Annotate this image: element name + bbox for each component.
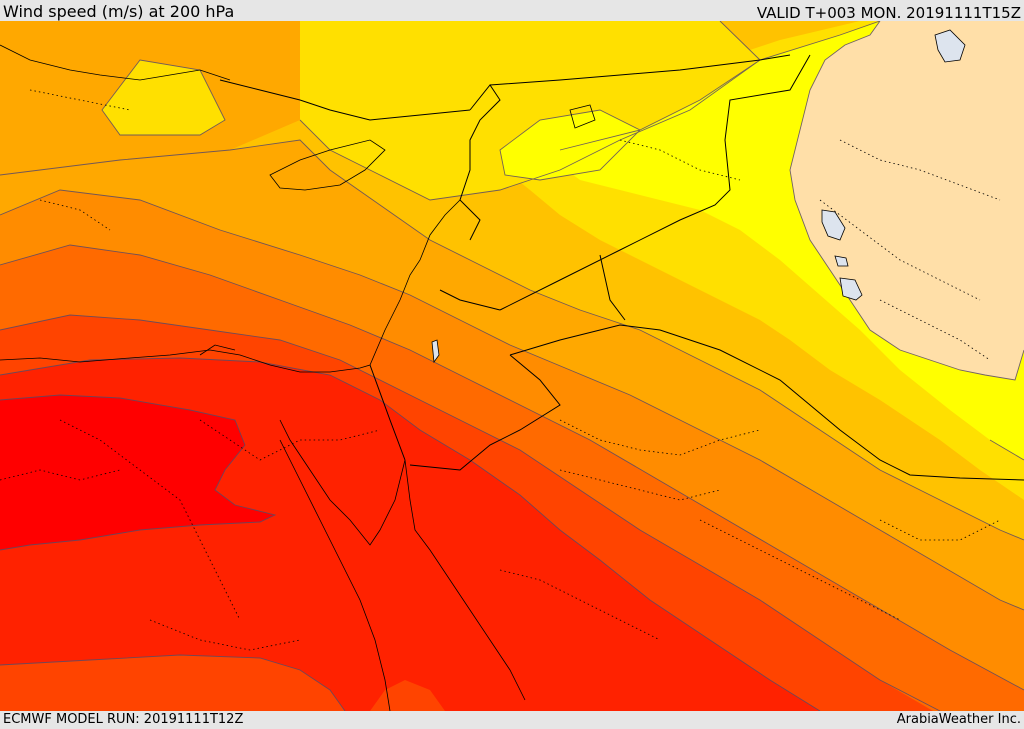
valid-time: VALID T+003 MON. 20191111T15Z (756, 4, 1021, 22)
country-borders (219, 54, 1024, 481)
lake-1 (821, 209, 846, 241)
map-title: Wind speed (m/s) at 200 hPa (3, 2, 235, 21)
band-yellow-light (300, 21, 760, 200)
band-7-south (0, 655, 345, 711)
header-bar: Wind speed (m/s) at 200 hPa VALID T+003 … (0, 0, 1024, 22)
lake-urmia (934, 29, 966, 63)
footer-bar: ECMWF MODEL RUN: 20191111T12Z ArabiaWeat… (0, 711, 1024, 729)
band-max (0, 395, 275, 550)
internal-boundaries (0, 89, 1001, 651)
credit: ArabiaWeather Inc. (896, 712, 1021, 727)
map-canvas (0, 21, 1024, 711)
contour-lines (0, 21, 1024, 711)
model-run: ECMWF MODEL RUN: 20191111T12Z (3, 712, 244, 727)
lake-dead-sea (431, 339, 440, 364)
lakes (431, 29, 966, 364)
coastlines (0, 44, 596, 711)
band-yellow-inner (500, 110, 640, 180)
lake-2 (839, 277, 863, 301)
wind-speed-map[interactable] (0, 21, 1024, 711)
lake-3 (834, 255, 849, 267)
